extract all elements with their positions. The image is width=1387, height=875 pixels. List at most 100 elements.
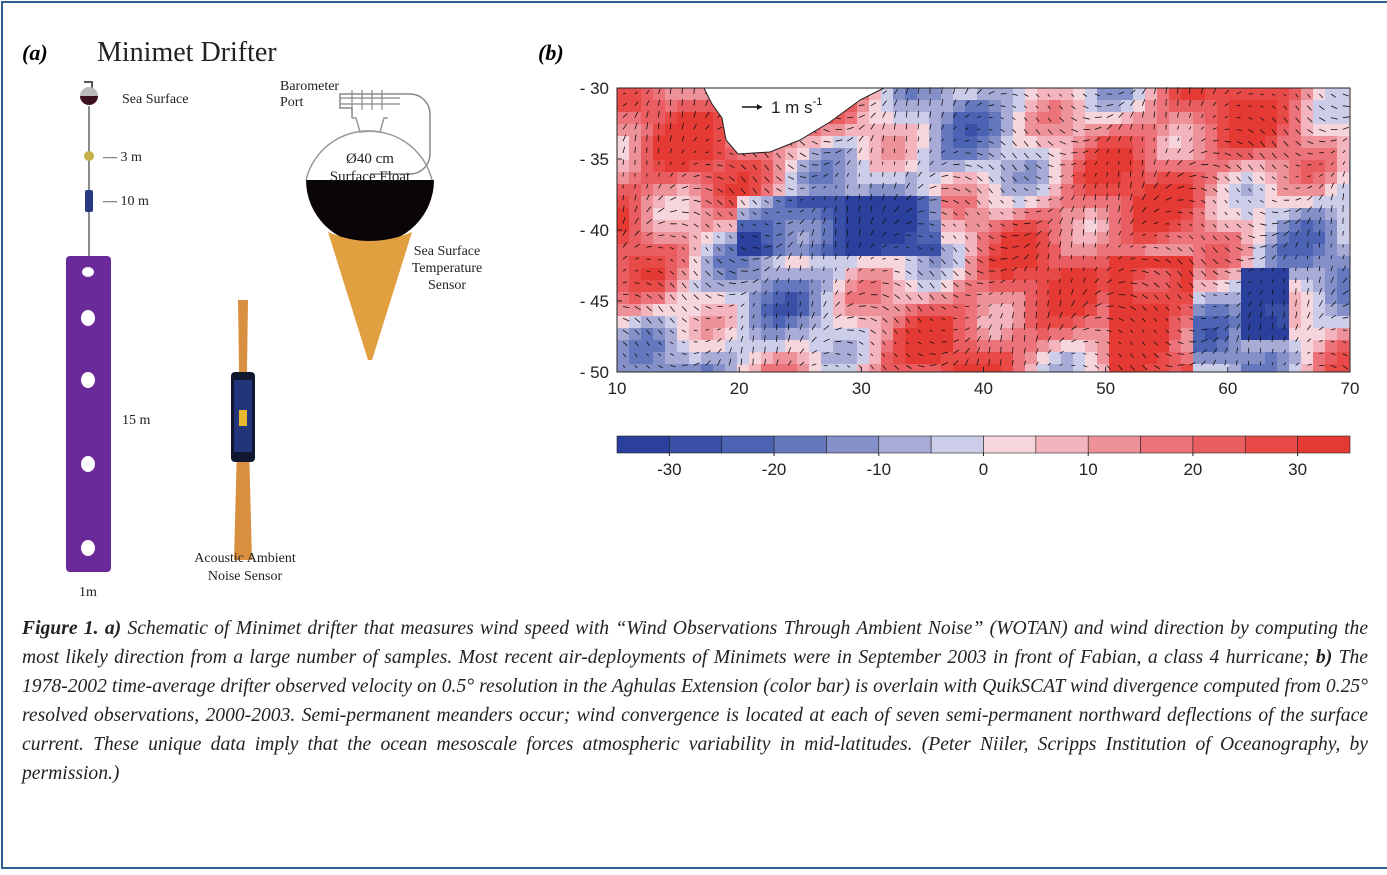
field-cell (1013, 220, 1025, 232)
field-cell (617, 124, 629, 136)
field-cell (1301, 244, 1313, 256)
field-cell (953, 196, 965, 208)
field-cell (641, 184, 653, 196)
field-cell (737, 232, 749, 244)
field-cell (725, 364, 737, 372)
field-cell (1289, 292, 1301, 304)
field-cell (1289, 340, 1301, 352)
field-cell (1193, 160, 1205, 172)
field-cell (953, 292, 965, 304)
field-cell (761, 328, 773, 340)
field-cell (713, 352, 725, 364)
field-cell (869, 208, 881, 220)
field-cell (1025, 244, 1037, 256)
field-cell (989, 148, 1001, 160)
field-cell (857, 232, 869, 244)
field-cell (785, 292, 797, 304)
field-cell (653, 148, 665, 160)
field-cell (893, 112, 905, 124)
field-cell (1313, 268, 1325, 280)
field-cell (737, 316, 749, 328)
field-cell (1205, 340, 1217, 352)
field-cell (917, 340, 929, 352)
field-cell (1085, 352, 1097, 364)
field-cell (881, 304, 893, 316)
field-cell (1001, 148, 1013, 160)
field-cell (1061, 196, 1073, 208)
field-cell (1313, 124, 1325, 136)
field-cell (881, 364, 893, 372)
field-cell (701, 340, 713, 352)
field-cell (1157, 352, 1169, 364)
field-cell (989, 352, 1001, 364)
field-cell (641, 268, 653, 280)
field-cell (1145, 352, 1157, 364)
field-cell (1205, 328, 1217, 340)
field-cell (965, 208, 977, 220)
field-cell (917, 160, 929, 172)
field-cell (1253, 160, 1265, 172)
field-cell (1301, 220, 1313, 232)
field-cell (761, 340, 773, 352)
field-cell (1289, 220, 1301, 232)
field-cell (869, 124, 881, 136)
field-cell (1253, 268, 1265, 280)
field-cell (629, 136, 641, 148)
field-cell (845, 364, 857, 372)
field-cell (989, 340, 1001, 352)
field-cell (773, 232, 785, 244)
field-cell (1025, 196, 1037, 208)
field-cell (977, 160, 989, 172)
field-cell (1157, 280, 1169, 292)
field-cell (977, 292, 989, 304)
field-cell (1313, 208, 1325, 220)
field-cell (929, 88, 941, 100)
field-cell (941, 172, 953, 184)
field-cell (1325, 160, 1337, 172)
field-cell (1085, 88, 1097, 100)
field-cell (1049, 208, 1061, 220)
field-cell (629, 220, 641, 232)
field-cell (1325, 148, 1337, 160)
field-cell (1241, 232, 1253, 244)
field-cell (1133, 316, 1145, 328)
field-cell (1013, 160, 1025, 172)
field-cell (1061, 280, 1073, 292)
field-cell (773, 220, 785, 232)
field-cell (857, 160, 869, 172)
field-cell (737, 280, 749, 292)
field-cell (929, 268, 941, 280)
field-cell (713, 148, 725, 160)
field-cell (1313, 292, 1325, 304)
field-cell (665, 244, 677, 256)
field-cell (1217, 208, 1229, 220)
field-cell (881, 112, 893, 124)
field-cell (1205, 280, 1217, 292)
field-cell (1013, 88, 1025, 100)
x-tick-label: 50 (1096, 379, 1115, 398)
field-cell (749, 316, 761, 328)
field-cell (881, 136, 893, 148)
field-cell (737, 340, 749, 352)
field-cell (1193, 112, 1205, 124)
field-cell (1289, 352, 1301, 364)
field-cell (677, 232, 689, 244)
field-cell (1265, 160, 1277, 172)
field-cell (689, 268, 701, 280)
field-cell (1301, 88, 1313, 100)
field-cell (689, 340, 701, 352)
field-cell (617, 328, 629, 340)
field-cell (929, 112, 941, 124)
field-cell (833, 208, 845, 220)
field-cell (1169, 364, 1181, 372)
field-cell (1109, 268, 1121, 280)
field-cell (1049, 364, 1061, 372)
field-cell (1181, 304, 1193, 316)
field-cell (917, 220, 929, 232)
field-cell (1169, 196, 1181, 208)
field-cell (677, 112, 689, 124)
field-cell (617, 160, 629, 172)
field-cell (665, 160, 677, 172)
field-cell (761, 364, 773, 372)
field-cell (941, 100, 953, 112)
